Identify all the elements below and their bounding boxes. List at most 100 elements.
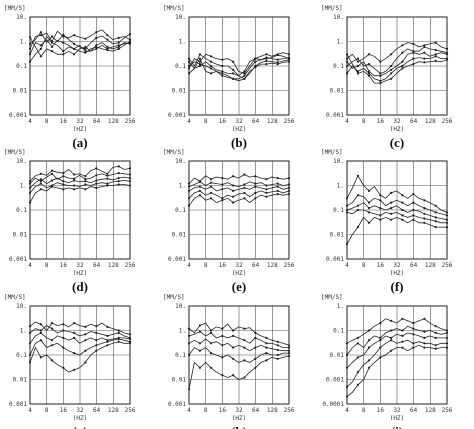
data-point [265, 359, 268, 362]
x-tick-label: 8 [45, 262, 49, 269]
data-point [221, 74, 224, 77]
series-line [29, 172, 131, 184]
x-tick-label: 32 [393, 407, 401, 414]
data-point [390, 339, 393, 342]
y-tick-label: 0.001 [9, 256, 27, 263]
panel-caption: (a) [72, 135, 87, 150]
x-tick-label: 8 [204, 262, 208, 269]
y-tick-label: 0.1 [333, 328, 344, 335]
y-unit-label: [MM/S] [321, 294, 343, 301]
x-tick-label: 8 [362, 407, 366, 414]
data-point [345, 243, 349, 246]
data-point [50, 179, 54, 182]
data-point [95, 44, 98, 47]
x-unit-label: (HZ) [73, 415, 87, 422]
data-point [287, 189, 291, 192]
data-point [423, 217, 426, 220]
data-point [187, 72, 191, 75]
data-point [390, 201, 393, 204]
data-point [445, 214, 449, 217]
series-line [29, 176, 131, 189]
data-point [232, 184, 235, 187]
series-line [29, 29, 131, 50]
data-point [276, 182, 279, 185]
data-point [243, 77, 246, 80]
data-point [423, 221, 426, 224]
data-point [379, 199, 382, 202]
data-point [232, 329, 235, 332]
series-line [346, 54, 448, 84]
data-point [445, 336, 449, 339]
data-point [73, 368, 76, 371]
y-unit-label: [MM/S] [163, 294, 185, 301]
y-tick-label: 0.1 [175, 352, 186, 359]
data-point [445, 53, 449, 56]
y-tick-label: 0.01 [330, 232, 345, 239]
data-point [401, 44, 404, 47]
data-point [243, 183, 246, 186]
series-line [188, 181, 290, 188]
data-point [254, 197, 257, 200]
data-point [423, 336, 426, 339]
data-point [198, 60, 201, 63]
x-unit-label: (HZ) [232, 126, 246, 133]
data-point [390, 72, 393, 75]
data-point [62, 35, 65, 38]
data-point [434, 53, 437, 56]
data-point [434, 347, 437, 350]
data-point [445, 331, 449, 334]
data-point [95, 325, 98, 328]
panel-caption: (f) [391, 279, 404, 294]
data-point [434, 325, 437, 328]
data-point [265, 63, 268, 66]
y-tick-label: 10. [333, 14, 344, 21]
data-point [232, 72, 235, 75]
data-point [356, 371, 359, 374]
data-point [412, 322, 415, 325]
data-point [221, 188, 224, 191]
data-point [187, 182, 191, 185]
y-tick-label: 10. [333, 158, 344, 165]
data-point [39, 55, 43, 58]
data-point [28, 36, 32, 39]
data-point [198, 64, 201, 68]
data-point [254, 346, 257, 349]
data-point [106, 38, 109, 41]
data-point [95, 31, 98, 34]
data-point [345, 211, 349, 214]
series-line [346, 55, 447, 82]
data-point [221, 177, 224, 180]
data-point [367, 63, 371, 66]
data-point [198, 324, 201, 327]
x-tick-label: 256 [284, 118, 295, 125]
data-point [62, 180, 65, 183]
data-point [356, 64, 359, 68]
y-unit-label: [MM/S] [163, 149, 185, 156]
x-unit-label: (HZ) [73, 270, 87, 277]
x-tick-label: 256 [125, 407, 136, 414]
data-point [445, 226, 449, 229]
series-line [29, 37, 131, 58]
y-tick-label: 1. [179, 328, 186, 335]
series-line [346, 325, 448, 356]
data-point [50, 344, 54, 347]
series-line [188, 193, 290, 206]
y-tick-label: 0.1 [333, 63, 344, 70]
data-point [117, 44, 120, 47]
x-tick-label: 16 [219, 118, 227, 125]
data-point [209, 64, 213, 68]
y-tick-label: 0.1 [175, 63, 186, 70]
data-point [412, 201, 415, 204]
data-point [221, 58, 224, 61]
data-point [367, 221, 371, 224]
x-tick-label: 8 [362, 118, 366, 125]
data-point [434, 211, 437, 214]
data-point [254, 336, 257, 339]
series-line [346, 194, 448, 216]
